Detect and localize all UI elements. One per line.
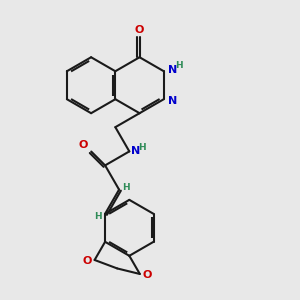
Text: O: O	[143, 270, 152, 280]
Text: H: H	[94, 212, 102, 221]
Text: N: N	[168, 96, 177, 106]
Text: O: O	[135, 25, 144, 35]
Text: N: N	[168, 65, 177, 75]
Text: H: H	[175, 61, 182, 70]
Text: H: H	[123, 183, 130, 192]
Text: N: N	[131, 146, 140, 156]
Text: O: O	[79, 140, 88, 150]
Text: H: H	[138, 143, 146, 152]
Text: O: O	[82, 256, 92, 266]
